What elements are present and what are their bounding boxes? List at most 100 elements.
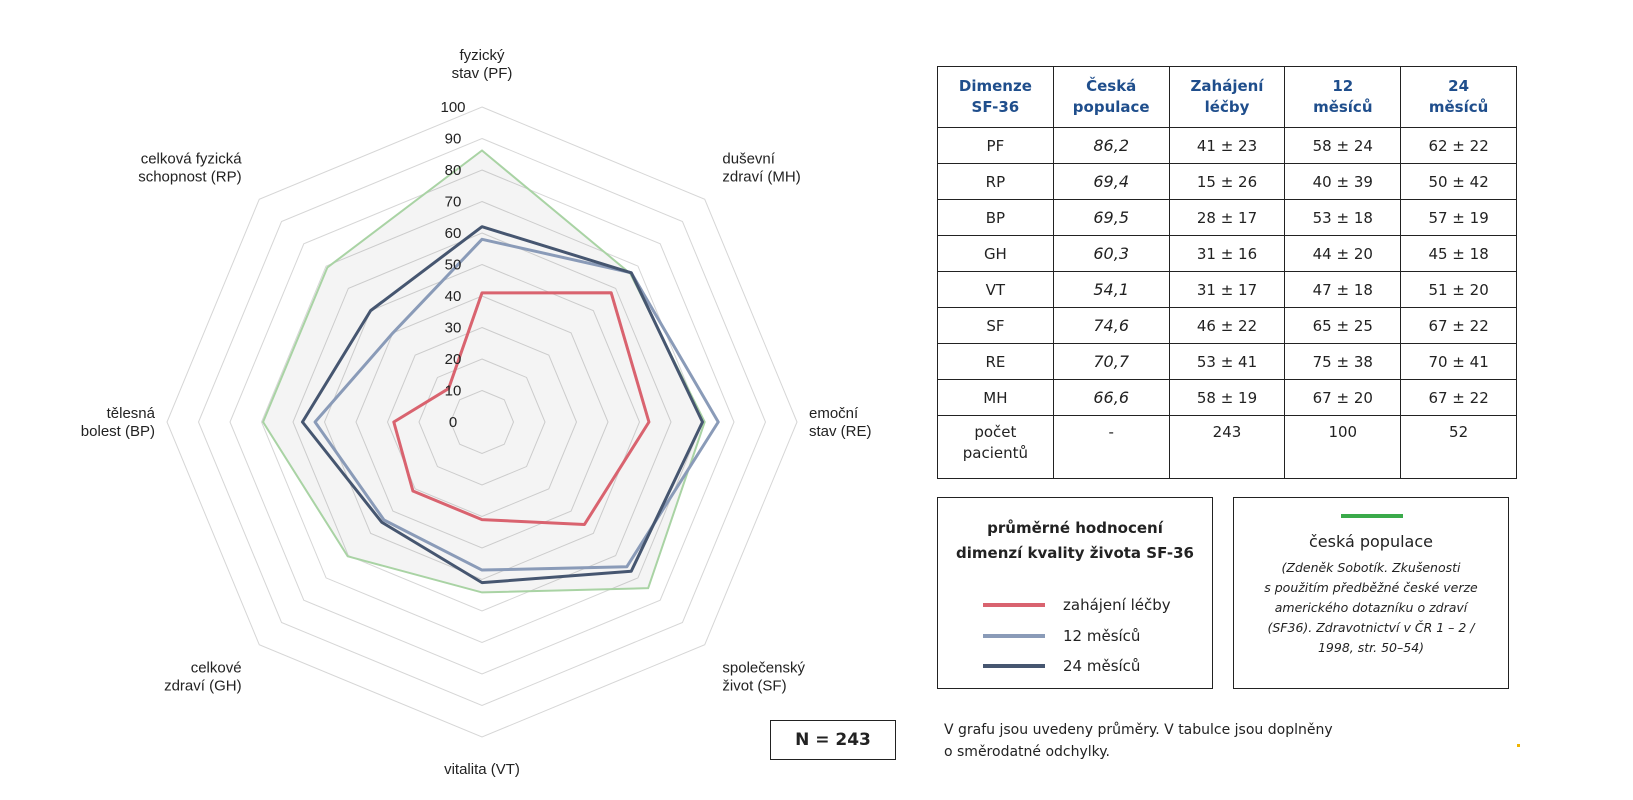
legend-label: 24 měsíců <box>1063 657 1141 675</box>
cell-count-label: počet pacientů <box>937 415 1054 479</box>
cell-cz: 86,2 <box>1052 127 1170 164</box>
radar-chart: 0 10 20 30 40 50 60 70 80 90 100 fyzický stav (PF) du… <box>81 47 872 778</box>
cell-dim: MH <box>937 379 1054 416</box>
table-row: RP 69,4 15 ± 26 40 ± 39 50 ± 42 <box>937 163 1517 200</box>
series-area-czech-population <box>261 149 706 594</box>
cell-m24: 62 ± 22 <box>1400 127 1517 164</box>
cell-m12: 75 ± 38 <box>1284 343 1402 380</box>
grid-ring <box>355 295 609 549</box>
table-row: PF 86,2 41 ± 23 58 ± 24 62 ± 22 <box>937 127 1517 164</box>
grid-ring <box>418 358 546 486</box>
header-czech-population: Česká populace <box>1052 66 1170 128</box>
cell-m12: 58 ± 24 <box>1284 127 1402 164</box>
table-row: SF 74,6 46 ± 22 65 ± 25 67 ± 22 <box>937 307 1517 344</box>
cell-start: 31 ± 16 <box>1168 235 1286 272</box>
cell-count-m24: 52 <box>1400 415 1517 479</box>
cell-cz: 54,1 <box>1052 271 1170 308</box>
cell-cz: 66,6 <box>1052 379 1170 416</box>
tick-label: 10 <box>445 383 462 400</box>
table-row-patient-count: počet pacientů - 243 100 52 <box>937 415 1517 479</box>
legend-label: zahájení léčby <box>1063 596 1171 614</box>
cell-start: 41 ± 23 <box>1168 127 1286 164</box>
cell-cz: 70,7 <box>1052 343 1170 380</box>
cell-m12: 67 ± 20 <box>1284 379 1402 416</box>
grid-ring <box>292 232 672 612</box>
axis-label-sf: společenský život (SF) <box>722 659 805 694</box>
axis-label-re: emoční stav (RE) <box>809 405 872 440</box>
cell-m24: 70 ± 41 <box>1400 343 1517 380</box>
cell-cz: 69,5 <box>1052 199 1170 236</box>
tick-label: 70 <box>445 194 462 211</box>
cell-m24: 45 ± 18 <box>1400 235 1517 272</box>
cell-start: 28 ± 17 <box>1168 199 1286 236</box>
cell-m24: 57 ± 19 <box>1400 199 1517 236</box>
legend-swatch <box>983 664 1045 668</box>
cell-start: 31 ± 17 <box>1168 271 1286 308</box>
cell-dim: VT <box>937 271 1054 308</box>
sf36-table: Dimenze SF-36 Česká populace Zahájení léčby… <box>937 66 1517 479</box>
legend-item: zahájení léčby <box>983 595 1171 615</box>
header-start: Zahájení léčby <box>1168 66 1286 128</box>
tick-label: 40 <box>445 288 462 305</box>
cell-m24: 50 ± 42 <box>1400 163 1517 200</box>
cell-start: 15 ± 26 <box>1168 163 1286 200</box>
axis-label-pf: fyzický stav (PF) <box>452 47 513 82</box>
tick-label: 100 <box>440 99 465 116</box>
axis-label-mh: duševní zdraví (MH) <box>722 151 800 186</box>
cell-m12: 40 ± 39 <box>1284 163 1402 200</box>
cell-dim: RE <box>937 343 1054 380</box>
header-24-months: 24 měsíců <box>1400 66 1517 128</box>
footnote: V grafu jsou uvedeny průměry. V tabulce … <box>944 722 1333 760</box>
tick-label: 50 <box>445 257 462 274</box>
tick-label: 20 <box>445 351 462 368</box>
cell-dim: SF <box>937 307 1054 344</box>
cell-count-m12: 100 <box>1284 415 1402 479</box>
table-row: RE 70,7 53 ± 41 75 ± 38 70 ± 41 <box>937 343 1517 380</box>
cell-start: 53 ± 41 <box>1168 343 1286 380</box>
tick-label: 0 <box>449 414 457 431</box>
header-12-months: 12 měsíců <box>1284 66 1402 128</box>
series-line-3 <box>300 225 704 585</box>
series-line-2 <box>313 237 720 572</box>
grid-ring <box>166 106 798 738</box>
cell-dim: PF <box>937 127 1054 164</box>
grid-ring <box>323 263 641 581</box>
axis-label-vt: vitalita (VT) <box>444 761 520 778</box>
source-citation: (Zdeněk Sobotík. Zkušenosti s použitím p… <box>1264 560 1478 655</box>
axis-label-rp: celková fyzická schopnost (RP) <box>138 151 242 186</box>
cell-dim: GH <box>937 235 1054 272</box>
grid-ring <box>386 326 578 518</box>
grid-ring <box>449 389 515 455</box>
series-line-1 <box>392 291 651 526</box>
table-header-row: Dimenze SF-36 Česká populace Zahájení léčby… <box>937 66 1517 128</box>
cell-m12: 53 ± 18 <box>1284 199 1402 236</box>
legend-swatch <box>983 634 1045 638</box>
table-row: VT 54,1 31 ± 17 47 ± 18 51 ± 20 <box>937 271 1517 308</box>
cell-m24: 51 ± 20 <box>1400 271 1517 308</box>
tick-label: 80 <box>445 162 462 179</box>
cell-cz: 69,4 <box>1052 163 1170 200</box>
legend-swatch <box>983 603 1045 607</box>
cell-dim: RP <box>937 163 1054 200</box>
tick-label: 60 <box>445 225 462 242</box>
legend-box: průměrné hodnocení dimenzí kvality života… <box>937 497 1213 689</box>
tick-label: 30 <box>445 320 462 337</box>
header-dimension: Dimenze SF-36 <box>937 66 1054 128</box>
n-count-box: N = 243 <box>770 720 896 760</box>
grid-ring <box>229 169 735 675</box>
legend-item: 12 měsíců <box>983 626 1140 646</box>
cell-start: 58 ± 19 <box>1168 379 1286 416</box>
table-row: GH 60,3 31 ± 16 44 ± 20 45 ± 18 <box>937 235 1517 272</box>
source-swatch <box>1341 514 1403 518</box>
table-row: BP 69,5 28 ± 17 53 ± 18 57 ± 19 <box>937 199 1517 236</box>
cell-cz: 74,6 <box>1052 307 1170 344</box>
grid-ring <box>260 200 704 644</box>
cell-start: 46 ± 22 <box>1168 307 1286 344</box>
grid-ring <box>197 137 767 707</box>
axis-label-gh: celkové zdraví (GH) <box>164 659 242 694</box>
cell-dim: BP <box>937 199 1054 236</box>
cell-m12: 47 ± 18 <box>1284 271 1402 308</box>
source-title: česká populace <box>1309 532 1433 551</box>
cell-count-start: 243 <box>1168 415 1286 479</box>
cell-count-cz: - <box>1052 415 1170 479</box>
